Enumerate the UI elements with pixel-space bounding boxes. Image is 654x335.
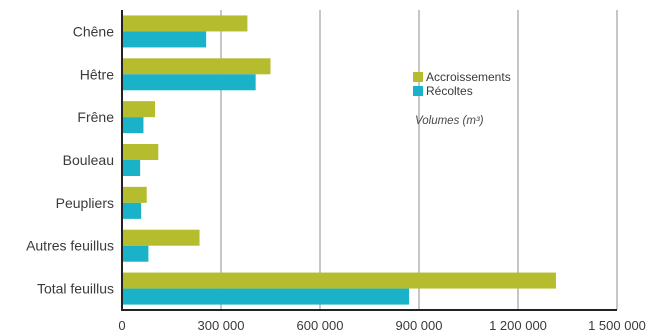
category-label-1: Hêtre: [80, 66, 114, 82]
legend-swatch-0: [413, 72, 423, 82]
bar-rcoltes-4: [122, 202, 142, 219]
bar-rcoltes-2: [122, 117, 144, 134]
bars: [122, 15, 556, 305]
bar-rcoltes-6: [122, 288, 410, 305]
bar-rcoltes-5: [122, 245, 149, 262]
x-tick-label-2: 600 000: [297, 318, 344, 333]
gridlines: [220, 10, 618, 310]
category-label-0: Chêne: [73, 23, 114, 39]
bar-accroissements-5: [122, 229, 200, 246]
category-label-2: Frêne: [77, 109, 114, 125]
category-label-3: Bouleau: [63, 152, 114, 168]
category-labels: Chêne Hêtre Frêne Bouleau Peupliers Autres fe…: [26, 23, 114, 296]
bar-rcoltes-3: [122, 160, 141, 176]
x-tick-label-3: 900 000: [396, 318, 443, 333]
legend-label-1: Récoltes: [426, 84, 473, 98]
x-tick-label-5: 1 500 000: [588, 318, 646, 333]
bar-rcoltes-1: [122, 74, 256, 91]
unit-note: Volumes (m³): [415, 115, 484, 127]
category-label-6: Total feuillus: [37, 281, 114, 297]
legend-swatch-1: [413, 86, 423, 96]
bar-accroissements-6: [122, 272, 556, 289]
bar-rcoltes-0: [122, 31, 207, 48]
x-tick-labels: 0 300 000 600 000 900 000 1 200 000 1 500 000: [118, 318, 646, 333]
bar-accroissements-2: [122, 101, 155, 118]
category-label-4: Peupliers: [56, 195, 114, 211]
bar-accroissements-0: [122, 15, 248, 32]
bar-accroissements-4: [122, 186, 147, 203]
x-tick-label-1: 300 000: [198, 318, 245, 333]
axes: [121, 10, 617, 311]
bar-accroissements-3: [122, 144, 159, 160]
x-tick-label-0: 0: [118, 318, 125, 333]
x-tick-label-4: 1 200 000: [489, 318, 547, 333]
category-label-5: Autres feuillus: [26, 238, 114, 254]
bar-accroissements-1: [122, 58, 271, 75]
legend-label-0: Accroissements: [426, 70, 511, 84]
